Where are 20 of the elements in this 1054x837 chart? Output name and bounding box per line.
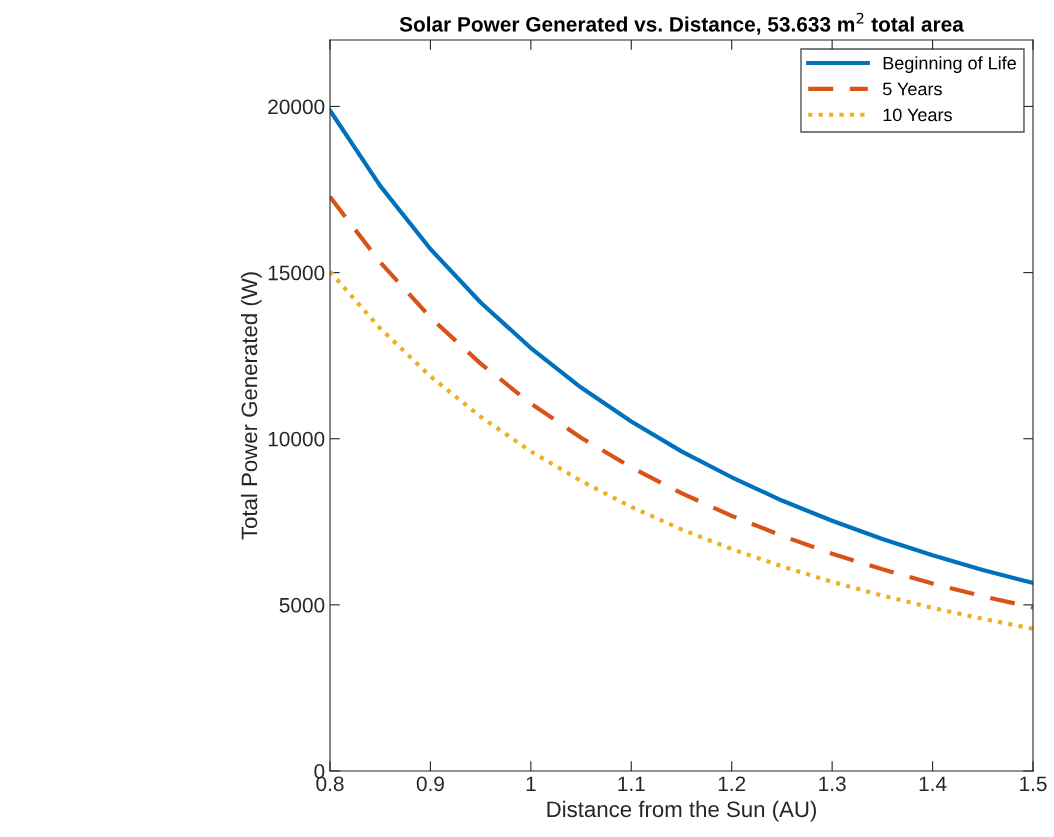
x-tick-label: 1 [526,776,536,791]
y-tick-label: 5000 [279,597,325,613]
line-series [330,194,1033,610]
chart-title: Solar Power Generated vs. Distance, 53.633 m$^{2}$ total area [399,12,964,35]
x-tick-label: 1.2 [718,776,746,791]
legend-label: 10 Years [883,108,952,122]
y-tick-label: 10000 [268,431,325,447]
y-tick-label: 15000 [268,265,325,281]
x-tick-label: 1.5 [1020,776,1047,792]
line-series [330,269,1033,631]
legend-label: 5 Years [882,82,942,96]
legend-label: Beginning of Life [883,56,1016,74]
x-tick-label: 1.4 [919,776,947,791]
y-tick-label: 20000 [268,99,325,115]
y-axis-title: Total Power Generated (W) [240,272,262,540]
x-axis-title: Distance from the Sun (AU) [547,800,816,822]
x-tick-label: 1.1 [618,776,645,791]
x-tick-label: 0.9 [416,776,444,792]
line-series [330,108,1033,586]
x-tick-label: 1.3 [819,776,846,792]
